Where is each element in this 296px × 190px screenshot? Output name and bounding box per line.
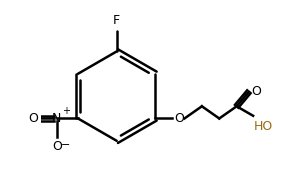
- Text: F: F: [113, 14, 120, 27]
- Text: HO: HO: [254, 120, 274, 133]
- Text: −: −: [61, 140, 71, 150]
- Text: +: +: [62, 106, 70, 116]
- Text: O: O: [52, 140, 62, 153]
- Text: O: O: [252, 85, 261, 98]
- Text: O: O: [28, 112, 38, 125]
- Text: O: O: [174, 112, 184, 125]
- Text: N: N: [52, 112, 62, 125]
